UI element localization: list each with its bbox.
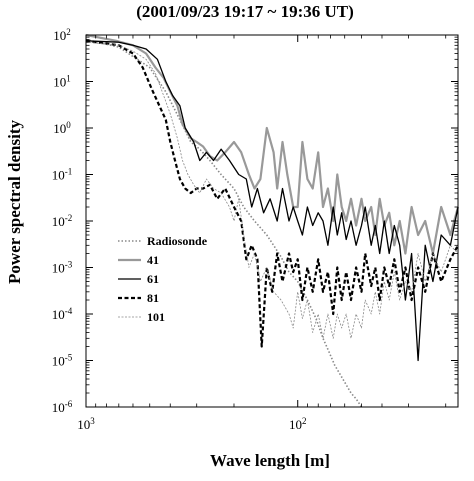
legend-label-41: 41 xyxy=(147,253,159,267)
y-tick-label: 100 xyxy=(53,120,71,136)
series-line-radiosonde xyxy=(85,38,363,408)
y-tick-label: 10-2 xyxy=(52,213,73,229)
y-tick-label: 10-5 xyxy=(52,353,73,369)
legend-label-61: 61 xyxy=(147,272,159,286)
y-tick-label: 10-4 xyxy=(52,306,73,322)
chart-title: (2001/09/23 19:17 ~ 19:36 UT) xyxy=(136,2,354,21)
y-axis-label: Power spectral density xyxy=(5,120,24,284)
legend-label-radiosonde: Radiosonde xyxy=(147,234,208,248)
series-layer xyxy=(85,33,460,408)
y-tick-label: 10-3 xyxy=(52,260,73,276)
legend-label-81: 81 xyxy=(147,291,159,305)
y-tick-label: 10-6 xyxy=(52,399,73,415)
legend: Radiosonde 41 61 81 101 xyxy=(118,234,208,324)
plot-frame xyxy=(85,34,459,408)
y-tick-label: 101 xyxy=(53,74,71,90)
series-line-81 xyxy=(85,39,459,348)
y-tick-label: 10-1 xyxy=(52,167,73,183)
legend-label-101: 101 xyxy=(147,310,165,324)
y-tick-label: 102 xyxy=(53,27,71,43)
x-tick-label: 103 xyxy=(77,416,95,432)
x-tick-label: 102 xyxy=(289,416,307,432)
series-line-101 xyxy=(85,41,459,339)
series-line-61 xyxy=(85,40,459,362)
x-axis-label: Wave length [m] xyxy=(210,451,330,470)
